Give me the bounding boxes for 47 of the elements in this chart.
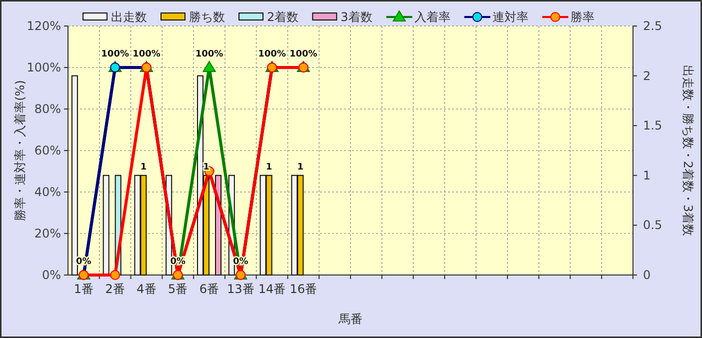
x-axis-title: 馬番 bbox=[338, 312, 362, 326]
y-tick-label: 80% bbox=[34, 102, 61, 116]
y2-tick-label: 0 bbox=[643, 268, 651, 282]
data-label: 100% bbox=[101, 50, 129, 60]
data-label: 100% bbox=[132, 50, 160, 60]
legend-label: 勝率 bbox=[570, 10, 594, 24]
legend-label: 2着数 bbox=[267, 10, 299, 24]
data-label: 1 bbox=[140, 162, 147, 172]
x-tick-label: 1番 bbox=[74, 282, 94, 296]
legend-label: 連対率 bbox=[492, 10, 528, 24]
y-tick-label: 100% bbox=[26, 60, 61, 74]
y2-tick-label: 1 bbox=[643, 168, 651, 182]
x-tick-label: 14番 bbox=[258, 282, 286, 296]
legend-出走数: 出走数 bbox=[82, 10, 147, 24]
y-tick-label: 120% bbox=[26, 19, 61, 33]
y-tick-label: 60% bbox=[34, 144, 61, 158]
x-tick-label: 6番 bbox=[199, 282, 220, 296]
y2-tick-label: 1.5 bbox=[643, 118, 662, 133]
data-label: 100% bbox=[290, 50, 318, 60]
legend-勝ち数: 勝ち数 bbox=[160, 10, 225, 24]
x-tick-label: 2番 bbox=[105, 282, 125, 296]
x-tick-label: 4番 bbox=[136, 282, 156, 296]
data-label: 0% bbox=[233, 257, 248, 267]
y2-axis-title: 出走数・勝ち数・2着数・3着数 bbox=[681, 64, 695, 236]
y-axis-title: 勝率・連対率・入着率(%) bbox=[13, 80, 27, 221]
x-tick-label: 13番 bbox=[227, 282, 254, 296]
y2-tick-label: 0.5 bbox=[643, 218, 662, 232]
legend-label: 勝ち数 bbox=[189, 10, 225, 24]
y2-tick-label: 2.5 bbox=[643, 19, 662, 33]
x-tick-label: 5番 bbox=[168, 282, 188, 296]
data-label: 1 bbox=[297, 162, 304, 172]
legend-連対率: 連対率 bbox=[464, 10, 528, 24]
data-label: 1 bbox=[266, 162, 272, 172]
legend-label: 出走数 bbox=[111, 10, 147, 24]
legend-label: 3着数 bbox=[340, 10, 372, 24]
legend-勝率: 勝率 bbox=[542, 10, 594, 24]
point bbox=[110, 270, 120, 280]
data-label: 100% bbox=[195, 50, 224, 60]
y2-tick-label: 2 bbox=[643, 68, 651, 83]
y-tick-label: 0% bbox=[42, 268, 61, 282]
x-tick-label: 16番 bbox=[290, 282, 318, 296]
point bbox=[202, 61, 216, 72]
data-label: 100% bbox=[258, 50, 286, 60]
y-tick-label: 20% bbox=[34, 226, 61, 240]
y-tick-label: 40% bbox=[34, 185, 61, 199]
legend-入着率: 入着率 bbox=[386, 10, 450, 24]
legend-label: 入着率 bbox=[414, 10, 450, 24]
